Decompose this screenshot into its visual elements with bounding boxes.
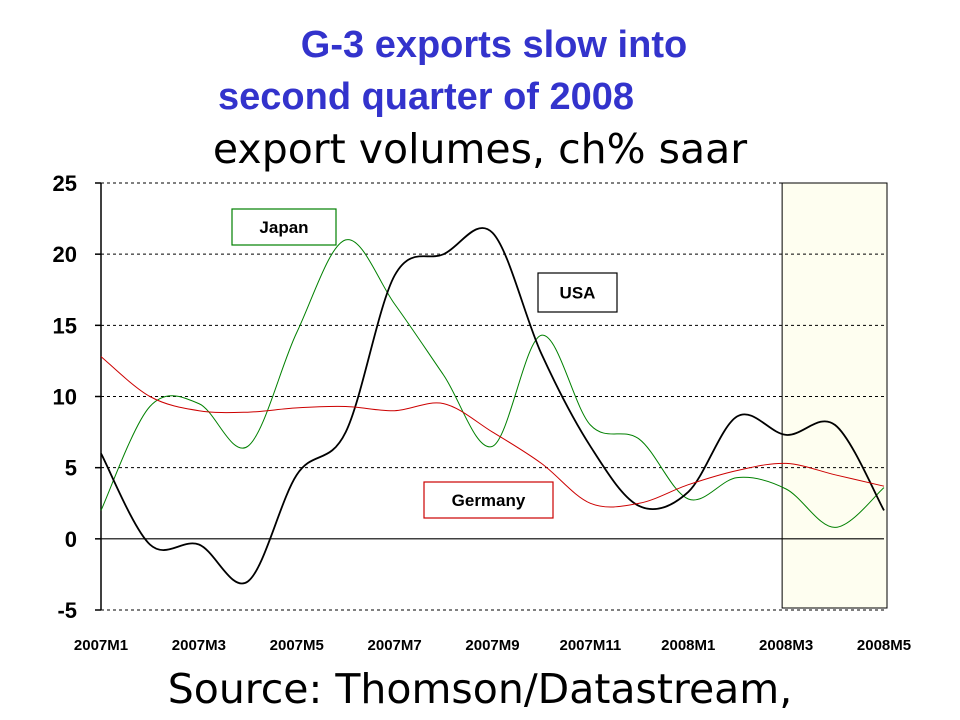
highlight-region	[781, 182, 888, 609]
x-tick-label: 2007M3	[172, 637, 226, 654]
grid-layer	[101, 182, 884, 611]
series-line-usa	[100, 227, 885, 585]
chart-title-line2: second quarter of 2008	[218, 76, 635, 118]
highlight-layer	[781, 182, 888, 609]
legend-box-germany	[423, 481, 554, 519]
legend-layer: Japan USA Germany	[231, 208, 618, 519]
y-tick-label: 5	[65, 456, 77, 481]
chart-title-line1: G-3 exports slow into	[300, 24, 688, 66]
chart-subtitle: export volumes, ch% saar	[212, 125, 748, 173]
x-tick-label: 2007M9	[465, 637, 519, 654]
y-tick-label: 0	[65, 527, 77, 552]
legend-label-japan: Japan	[259, 218, 308, 237]
x-tick-label: 2007M11	[560, 637, 622, 654]
x-tick-label: 2007M5	[270, 637, 324, 654]
y-tick-label: 20	[53, 242, 77, 267]
source-note: Source: Thomson/Datastream,	[167, 665, 793, 713]
y-tick-label: 15	[53, 313, 77, 338]
x-tick-label: 2008M5	[857, 637, 911, 654]
x-tick-label: 2008M1	[661, 637, 715, 654]
series-line-germany	[100, 356, 885, 508]
legend-label-germany: Germany	[452, 491, 526, 510]
x-tick-label: 2007M7	[368, 637, 422, 654]
y-tick-label: 25	[53, 171, 77, 196]
x-tick-label: 2007M1	[74, 637, 128, 654]
legend-box-usa	[537, 272, 618, 313]
legend-box-japan	[231, 208, 337, 246]
axis-layer: 25 20 15 10 5 0 -5 2007M1 2007M3 2007M5 2007M7 2007…	[53, 171, 912, 654]
series-layer	[100, 227, 885, 585]
y-tick-label: -5	[57, 598, 77, 623]
legend-label-usa: USA	[560, 284, 596, 303]
series-line-japan	[100, 239, 885, 528]
x-tick-label: 2008M3	[759, 637, 813, 654]
y-tick-label: 10	[53, 385, 77, 410]
